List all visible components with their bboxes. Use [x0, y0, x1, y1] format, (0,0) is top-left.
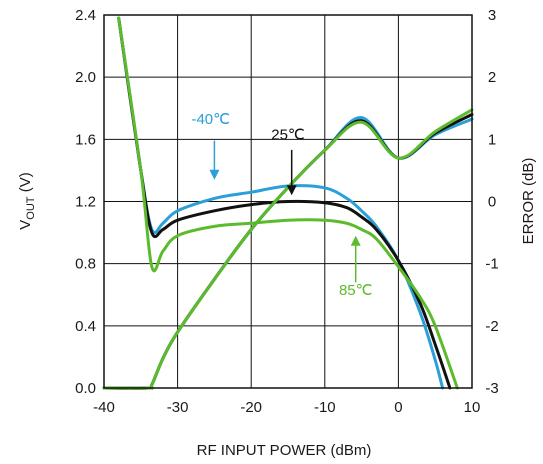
- y-left-tick-label: 1.6: [75, 131, 96, 148]
- y-right-tick-label: 1: [488, 131, 496, 148]
- y-right-tick-label: 2: [488, 69, 496, 86]
- vout-line-2: [102, 108, 474, 390]
- vout-line-0: [102, 116, 474, 390]
- x-tick-label: -10: [314, 399, 336, 416]
- y-right-tick-label: 0: [488, 194, 496, 211]
- annotation-label-1: 25℃: [271, 126, 305, 143]
- x-axis-title: RF INPUT POWER (dBm): [197, 442, 372, 459]
- plot-frame: [103, 14, 473, 389]
- y-axis-left-title-unit: (V): [17, 172, 34, 196]
- y-left-tick-label: 0.4: [75, 318, 96, 335]
- annotation-arrowhead-1: [286, 185, 297, 196]
- x-tick-label: -30: [167, 399, 189, 416]
- annotations: -40℃ 25℃ 85℃: [191, 111, 372, 299]
- y-right-tick-label: -1: [485, 256, 498, 273]
- y-right-tick-label: -3: [485, 380, 498, 397]
- y-left-tick-label: 1.2: [75, 194, 96, 211]
- annotation-label-0: -40℃: [191, 111, 230, 128]
- y-left-tick-label: 0.0: [75, 380, 96, 397]
- annotation-arrowhead-0: [209, 169, 220, 180]
- x-tick-label: -40: [93, 399, 115, 416]
- error-line-4: [117, 16, 452, 390]
- series-layer: [102, 16, 474, 390]
- y-axis-left-title-main: V: [17, 220, 34, 230]
- error-line-5: [117, 16, 459, 390]
- y-axis-left-title: VOUT (V): [17, 172, 37, 229]
- y-axis-left-title-sub: OUT: [25, 196, 37, 220]
- annotation-label-2: 85℃: [339, 282, 373, 299]
- y-left-tick-label: 2.4: [75, 7, 96, 24]
- y-left-tick-label: 2.0: [75, 69, 96, 86]
- x-tick-label: 10: [464, 399, 481, 416]
- ticks-layer: -40 -30 -20 -10 0 100.00.40.81.21.62.02.4-3-2…: [75, 7, 499, 416]
- vout-line-1: [102, 113, 474, 390]
- y-left-tick-label: 0.8: [75, 256, 96, 273]
- y-right-tick-label: -2: [485, 318, 498, 335]
- x-tick-label: 0: [394, 399, 402, 416]
- y-right-tick-label: 3: [488, 7, 496, 24]
- y-axis-right-title: ERROR (dB): [520, 158, 537, 245]
- x-tick-label: -20: [240, 399, 262, 416]
- annotation-arrowhead-2: [350, 235, 361, 246]
